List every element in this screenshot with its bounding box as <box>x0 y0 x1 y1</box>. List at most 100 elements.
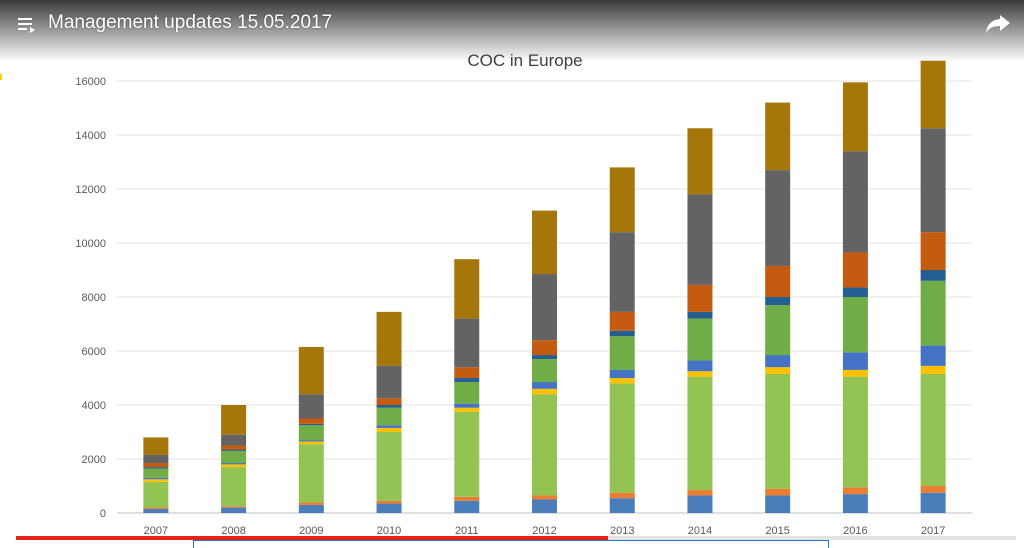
x-tick-label: 2017 <box>921 525 945 537</box>
bar-segment <box>687 194 713 285</box>
bar-segment <box>454 382 480 404</box>
bar-segment <box>143 481 169 508</box>
bar-segment <box>376 365 402 399</box>
x-tick-label: 2016 <box>843 525 867 537</box>
bar-segment <box>842 376 868 488</box>
bar-segment <box>687 284 713 312</box>
y-tick-label: 8000 <box>82 292 106 304</box>
bar-segment <box>143 454 169 464</box>
bar-segment <box>143 479 169 482</box>
bar-segment <box>376 425 402 428</box>
bar-segment <box>609 311 635 331</box>
bar-segment <box>143 437 169 455</box>
x-tick-label: 2013 <box>610 525 634 537</box>
bar-segment <box>221 463 247 465</box>
bar-segment <box>532 355 557 360</box>
video-title[interactable]: Management updates 15.05.2017 <box>48 12 333 33</box>
bar-segment <box>298 423 324 426</box>
bar-segment <box>298 444 324 503</box>
bars <box>143 60 946 513</box>
bar-segment <box>609 378 635 384</box>
bar-segment <box>454 378 480 383</box>
y-axis-ticks: 0 2000 4000 6000 8000 10000 12000 14000 16000 <box>75 76 106 520</box>
bar-segment <box>143 467 169 469</box>
bar-segment <box>920 373 946 486</box>
bar-segment <box>221 507 247 513</box>
bar-segment <box>221 434 247 446</box>
bar-segment <box>920 232 946 270</box>
bar-segment <box>532 274 557 341</box>
bar-segment <box>609 383 635 493</box>
bar-segment <box>687 495 713 513</box>
bar-segment <box>376 398 402 405</box>
bar-segment <box>687 318 713 361</box>
bar-segment <box>609 232 635 312</box>
bar-segment <box>842 352 868 370</box>
bar-segment <box>376 503 402 513</box>
bar-segment <box>298 394 324 419</box>
bar-segment <box>609 369 635 378</box>
bar-segment <box>765 170 791 266</box>
y-tick-label: 10000 <box>75 238 106 250</box>
y-tick-label: 2000 <box>82 454 106 466</box>
x-tick-label: 2014 <box>688 525 712 537</box>
bar-segment <box>920 280 946 346</box>
bar-segment <box>532 388 557 395</box>
left-edge-marker <box>0 74 2 80</box>
y-tick-label: 4000 <box>82 400 106 412</box>
bar-segment <box>609 330 635 337</box>
bar-segment <box>920 128 946 233</box>
x-tick-label: 2015 <box>765 525 789 537</box>
bar-segment <box>376 405 402 408</box>
progress-bar[interactable] <box>16 536 1016 540</box>
bar-segment <box>920 345 946 366</box>
bar-segment <box>687 360 713 372</box>
bottom-panel-edge <box>193 540 829 548</box>
x-tick-label: 2009 <box>299 525 323 537</box>
bar-segment <box>842 252 868 288</box>
bar-segment <box>687 311 713 319</box>
bar-segment <box>221 405 247 435</box>
bar-segment <box>376 311 402 366</box>
bar-segment <box>920 60 946 129</box>
y-tick-label: 12000 <box>75 184 106 196</box>
bar-segment <box>920 486 946 493</box>
bar-segment <box>765 373 791 489</box>
bar-segment <box>765 305 791 356</box>
bar-segment <box>376 427 402 432</box>
bar-segment <box>842 82 868 152</box>
bar-segment <box>765 495 791 513</box>
bar-segment <box>454 367 480 378</box>
bar-segment <box>221 449 247 451</box>
bar-segment <box>454 259 480 319</box>
bar-segment <box>143 507 169 509</box>
bar-segment <box>532 340 557 356</box>
bar-segment <box>920 492 946 513</box>
bar-segment <box>842 487 868 495</box>
playlist-icon[interactable] <box>18 16 38 34</box>
video-top-bar: Management updates 15.05.2017 <box>0 0 1024 62</box>
share-icon[interactable] <box>985 12 1011 36</box>
bar-segment <box>765 102 791 171</box>
bar-segment <box>765 355 791 368</box>
bar-segment <box>842 494 868 513</box>
bar-segment <box>454 500 480 513</box>
bar-segment <box>920 365 946 374</box>
y-tick-label: 0 <box>100 508 106 520</box>
bar-segment <box>376 500 402 504</box>
bar-segment <box>609 492 635 499</box>
bar-segment <box>842 369 868 377</box>
bar-segment <box>842 297 868 353</box>
bar-segment <box>143 468 169 478</box>
x-tick-label: 2012 <box>532 525 556 537</box>
progress-fill <box>16 536 608 540</box>
x-tick-label: 2007 <box>144 525 168 537</box>
x-axis-ticks: 2007 2008 2009 2010 2011 2012 2013 2014 2015 2016… <box>144 525 946 537</box>
bar-segment <box>687 376 713 491</box>
bar-segment <box>376 432 402 501</box>
bar-segment <box>687 128 713 195</box>
y-tick-label: 14000 <box>75 130 106 142</box>
bar-segment <box>221 506 247 508</box>
bar-segment <box>376 407 402 426</box>
